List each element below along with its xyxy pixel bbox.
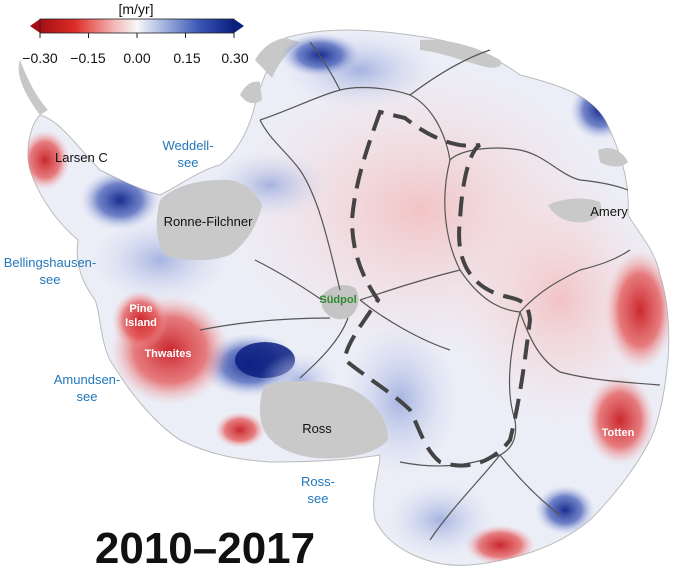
label-ross-sea: Ross-: [301, 474, 335, 489]
colorbar-tick: 0.15: [173, 50, 200, 66]
label-ronne-filchner: Ronne-Filchner: [164, 214, 254, 229]
place-labels: Larsen C Weddell- see Ronne-Filchner Bel…: [4, 138, 635, 506]
label-pine-island: Pine: [129, 303, 152, 315]
colorbar-tick: 0.00: [123, 50, 150, 66]
label-pine-island-2: Island: [125, 317, 157, 329]
colorbar-unit: [m/yr]: [119, 1, 154, 17]
label-amundsen-sea-2: see: [77, 389, 98, 404]
label-south-pole: Südpol: [319, 294, 356, 306]
colorbar-tick: 0.30: [221, 50, 248, 66]
label-ross-sea-2: see: [308, 491, 329, 506]
amery-shelf: [548, 198, 602, 223]
label-larsen-c: Larsen C: [55, 150, 108, 165]
ice-shelves: [156, 39, 628, 459]
label-bellingshausen-sea: Bellingshausen-: [4, 255, 97, 270]
label-amundsen-sea: Amundsen-: [54, 372, 120, 387]
dashed-boundary: [342, 109, 533, 468]
label-thwaites: Thwaites: [144, 348, 191, 360]
label-weddell-sea-2: see: [178, 155, 199, 170]
colorbar-tick: −0.15: [70, 50, 106, 66]
label-ross-shelf: Ross: [302, 421, 332, 436]
drainage-basins: [199, 41, 661, 541]
colorbar-tick: −0.30: [22, 50, 58, 66]
south-pole-marker: [322, 284, 359, 320]
colorbar-min-arrow: [30, 19, 40, 33]
label-amery: Amery: [590, 204, 628, 219]
ronne-filchner-shelf: [156, 179, 262, 261]
colorbar: [m/yr] −0.30 −0.15 0.00 0.15 0.30: [22, 1, 249, 66]
period-title: 2010–2017: [95, 524, 315, 573]
colorbar-max-arrow: [234, 19, 244, 33]
label-bellingshausen-sea-2: see: [40, 272, 61, 287]
label-totten: Totten: [602, 427, 635, 439]
colorbar-gradient: [39, 18, 235, 34]
label-weddell-sea: Weddell-: [162, 138, 213, 153]
ross-shelf: [259, 380, 388, 459]
